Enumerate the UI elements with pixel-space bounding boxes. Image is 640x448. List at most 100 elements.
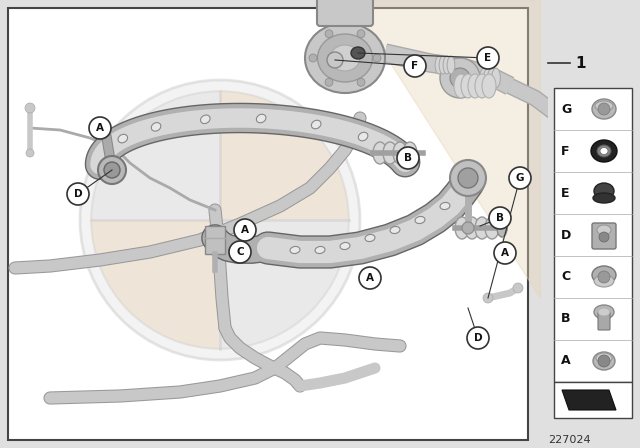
Circle shape <box>440 58 480 98</box>
Ellipse shape <box>492 68 500 88</box>
Text: D: D <box>561 228 572 241</box>
Bar <box>554 382 632 418</box>
Circle shape <box>26 149 34 157</box>
Polygon shape <box>350 0 540 298</box>
Circle shape <box>483 293 493 303</box>
Text: F: F <box>561 145 570 158</box>
Circle shape <box>494 242 516 264</box>
Ellipse shape <box>340 242 350 250</box>
Ellipse shape <box>365 234 375 241</box>
Ellipse shape <box>595 101 613 111</box>
Ellipse shape <box>594 183 614 199</box>
Ellipse shape <box>118 134 127 143</box>
Bar <box>548 8 632 440</box>
Circle shape <box>599 232 609 242</box>
Ellipse shape <box>475 217 489 239</box>
Text: E: E <box>561 186 570 199</box>
Circle shape <box>489 207 511 229</box>
Ellipse shape <box>488 68 497 88</box>
Circle shape <box>357 30 365 38</box>
Circle shape <box>373 54 381 62</box>
Ellipse shape <box>393 142 407 164</box>
Ellipse shape <box>593 352 615 370</box>
Circle shape <box>450 160 486 196</box>
Circle shape <box>234 219 256 241</box>
Text: C: C <box>561 271 570 284</box>
Text: B: B <box>496 213 504 223</box>
Text: D: D <box>474 333 483 343</box>
FancyBboxPatch shape <box>592 223 616 249</box>
Circle shape <box>467 327 489 349</box>
Circle shape <box>357 78 365 86</box>
Ellipse shape <box>468 74 482 98</box>
Ellipse shape <box>485 217 499 239</box>
Circle shape <box>513 283 523 293</box>
Wedge shape <box>91 91 220 220</box>
Text: A: A <box>501 248 509 258</box>
Ellipse shape <box>200 115 210 124</box>
Ellipse shape <box>455 217 469 239</box>
Circle shape <box>25 103 35 113</box>
Circle shape <box>598 355 610 367</box>
Ellipse shape <box>600 147 608 155</box>
Circle shape <box>598 103 610 115</box>
Wedge shape <box>91 220 220 349</box>
Text: G: G <box>516 173 524 183</box>
Circle shape <box>98 156 126 184</box>
Ellipse shape <box>351 47 365 59</box>
Text: F: F <box>412 61 419 71</box>
Circle shape <box>477 47 499 69</box>
Ellipse shape <box>484 68 492 88</box>
Circle shape <box>104 162 120 178</box>
FancyBboxPatch shape <box>598 312 610 330</box>
Ellipse shape <box>593 193 615 203</box>
Bar <box>8 8 528 440</box>
Ellipse shape <box>598 308 610 316</box>
Ellipse shape <box>482 74 496 98</box>
Text: A: A <box>561 354 571 367</box>
Ellipse shape <box>435 56 443 74</box>
Ellipse shape <box>151 123 161 131</box>
Ellipse shape <box>592 266 616 284</box>
Circle shape <box>598 271 610 283</box>
Ellipse shape <box>330 45 360 71</box>
Circle shape <box>404 55 426 77</box>
Ellipse shape <box>447 56 455 74</box>
Ellipse shape <box>439 56 447 74</box>
Ellipse shape <box>390 226 400 233</box>
Text: E: E <box>484 53 492 63</box>
Ellipse shape <box>315 246 325 254</box>
Text: G: G <box>561 103 572 116</box>
Text: 1: 1 <box>575 56 586 70</box>
Ellipse shape <box>415 216 425 224</box>
Ellipse shape <box>497 219 507 237</box>
Wedge shape <box>220 220 349 349</box>
FancyBboxPatch shape <box>317 0 373 26</box>
Ellipse shape <box>383 142 397 164</box>
Text: A: A <box>96 123 104 133</box>
Ellipse shape <box>461 74 475 98</box>
Ellipse shape <box>479 68 488 88</box>
Ellipse shape <box>440 202 450 210</box>
Circle shape <box>89 117 111 139</box>
Ellipse shape <box>373 142 387 164</box>
Circle shape <box>327 52 343 68</box>
Circle shape <box>359 267 381 289</box>
Ellipse shape <box>443 56 451 74</box>
Circle shape <box>450 68 470 88</box>
Ellipse shape <box>597 225 611 235</box>
Circle shape <box>309 54 317 62</box>
Ellipse shape <box>312 120 321 129</box>
Circle shape <box>67 183 89 205</box>
Ellipse shape <box>257 114 266 123</box>
Ellipse shape <box>290 246 300 254</box>
Circle shape <box>229 241 251 263</box>
Circle shape <box>325 30 333 38</box>
Circle shape <box>80 80 360 360</box>
Circle shape <box>397 147 419 169</box>
Ellipse shape <box>594 275 614 287</box>
Wedge shape <box>220 91 349 220</box>
Ellipse shape <box>594 305 614 319</box>
Circle shape <box>325 78 333 86</box>
Circle shape <box>458 168 478 188</box>
